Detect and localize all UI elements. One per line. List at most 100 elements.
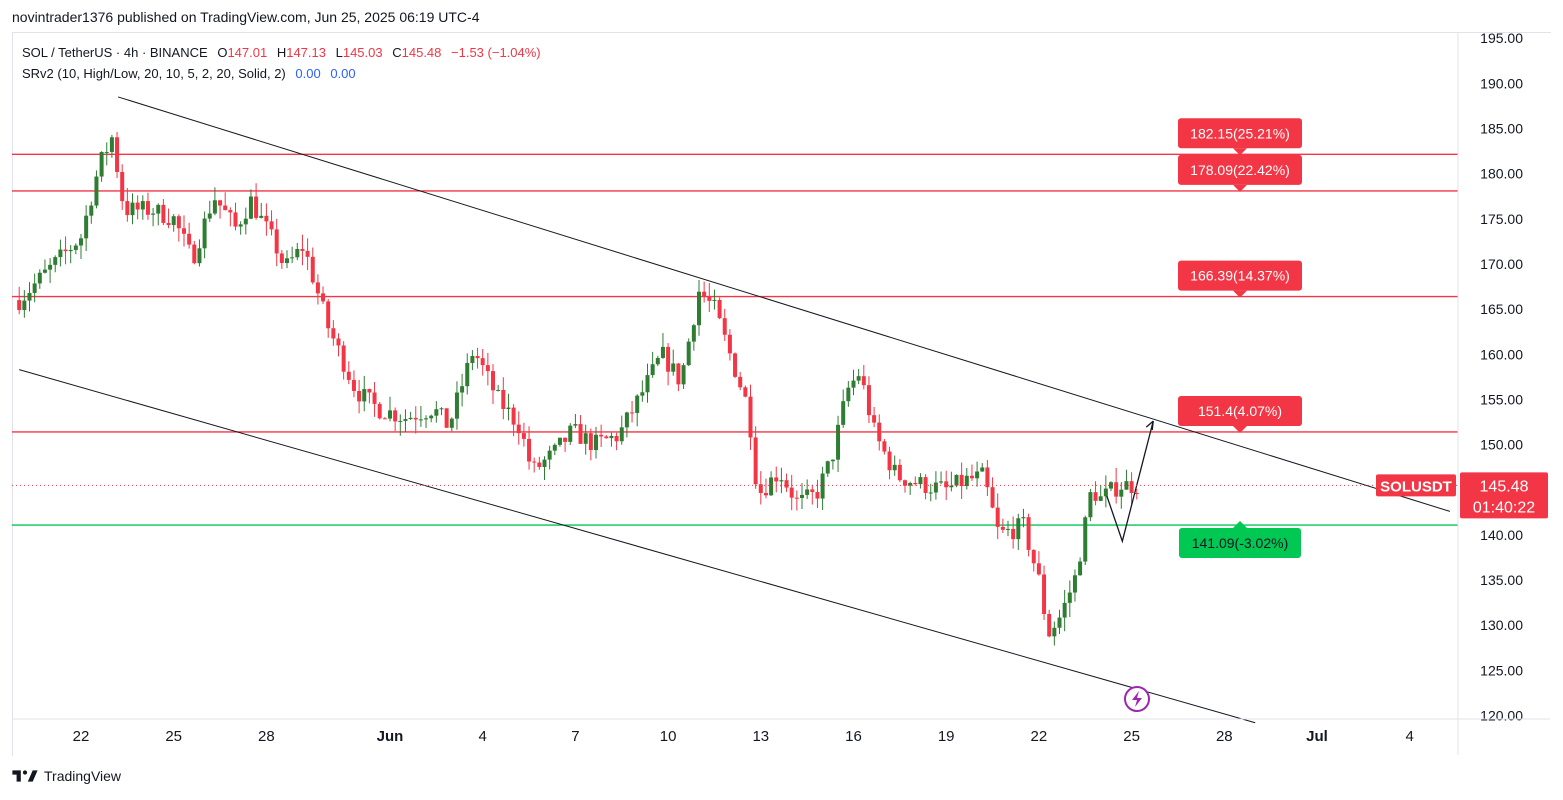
indicator-legend[interactable]: SRv2 (10, High/Low, 20, 10, 5, 2, 20, So… <box>22 66 356 81</box>
candle-body <box>619 427 624 442</box>
candle-body <box>53 257 58 265</box>
level-label-box <box>1178 260 1302 291</box>
candle-body <box>717 299 722 319</box>
time-axis: 22 25 28 Jun 4 7 10 13 16 19 22 25 28 Jul 4 <box>12 718 1550 745</box>
level-label-text: 178.09(22.42%) <box>1190 162 1290 178</box>
candle-body <box>671 363 676 372</box>
candle-body <box>68 249 73 252</box>
candle-body <box>1114 482 1119 497</box>
close-label: C <box>392 45 402 60</box>
time-tick-label: 19 <box>938 728 955 745</box>
candle-body <box>758 484 763 493</box>
candle-body <box>1078 561 1083 576</box>
time-tick-label: 25 <box>165 728 182 745</box>
time-tick-label: 7 <box>571 728 579 745</box>
candle-body <box>300 248 305 251</box>
brand-name: TradingView <box>44 768 122 784</box>
candle-body <box>820 473 825 499</box>
candle-body <box>259 215 264 218</box>
level-label-text: 151.4(4.07%) <box>1198 403 1282 419</box>
time-tick-label: 10 <box>660 728 677 745</box>
candle-body <box>413 417 418 420</box>
indicator-value-2: 0.00 <box>330 66 356 81</box>
price-axis-tag <box>1460 472 1548 519</box>
candle-body <box>810 489 815 493</box>
candle-body <box>104 151 109 153</box>
candle-body <box>645 375 650 393</box>
candle-body <box>274 229 279 254</box>
candle-body <box>326 301 331 329</box>
candle-body <box>269 221 274 230</box>
time-tick-label: 4 <box>1406 728 1414 745</box>
lightning-icon[interactable] <box>1124 686 1150 712</box>
candle-body <box>774 477 779 482</box>
candle-body <box>140 201 145 210</box>
candle-body <box>563 437 568 442</box>
candle-body <box>1072 575 1077 593</box>
candle-body <box>1047 613 1052 637</box>
candle-body <box>166 222 171 226</box>
candle-body <box>1026 517 1031 550</box>
candle-body <box>697 291 701 326</box>
open-value: 147.01 <box>227 45 268 60</box>
time-tick-label: Jun <box>377 728 404 745</box>
candle-body <box>233 212 238 227</box>
candle-body <box>784 480 789 488</box>
price-axis: 120.00125.00130.00135.00140.00145.00150.… <box>1457 30 1523 755</box>
candle-body <box>1129 481 1134 493</box>
price-tick-label: 170.00 <box>1480 256 1523 272</box>
candle-body <box>676 363 681 385</box>
candle-body <box>800 494 804 498</box>
candle-body <box>418 419 423 421</box>
change-value: −1.53 (−1.04%) <box>451 45 541 60</box>
candle-body <box>398 420 403 422</box>
last-price-text: 145.48 <box>1480 478 1529 495</box>
candle-body <box>218 200 223 206</box>
candle-body <box>635 395 640 413</box>
time-tick-label: 13 <box>752 728 769 745</box>
candle-body <box>573 424 578 426</box>
chart-frame[interactable] <box>12 32 1551 756</box>
price-tick-label: 140.00 <box>1480 527 1523 543</box>
level-label-pointer <box>1233 521 1247 529</box>
candle-body <box>939 481 944 483</box>
candle-body <box>913 483 918 485</box>
candle-body <box>1000 526 1005 530</box>
candle-body <box>1088 492 1093 518</box>
symbol-title[interactable]: SOL / TetherUS · 4h · BINANCE <box>22 45 208 60</box>
candle-body <box>506 407 511 410</box>
candle-body <box>192 244 197 264</box>
candle-body <box>594 434 598 451</box>
candle-body <box>207 213 212 219</box>
candle-body <box>1134 492 1139 494</box>
time-tick-label: 28 <box>258 728 275 745</box>
tradingview-footer[interactable]: TradingView <box>12 768 121 784</box>
candle-body <box>48 264 53 270</box>
candle-body <box>1103 488 1108 497</box>
candle-body <box>763 492 768 496</box>
candle-body <box>872 415 877 423</box>
candle-body <box>388 410 392 419</box>
candle-body <box>341 345 346 372</box>
price-tick-label: 175.00 <box>1480 211 1523 227</box>
time-tick-label: Jul <box>1306 728 1328 745</box>
candle-body <box>532 461 537 463</box>
level-label-pointer <box>1233 184 1247 192</box>
price-tick-label: 165.00 <box>1480 301 1523 317</box>
time-tick-label: 4 <box>479 728 487 745</box>
price-tick-label: 130.00 <box>1480 617 1523 633</box>
candle-body <box>491 371 495 391</box>
candle-body <box>109 137 114 152</box>
candle-body <box>248 196 253 219</box>
candle-body <box>707 296 712 301</box>
candle-body <box>995 507 1000 527</box>
candle-body <box>908 483 913 486</box>
level-label-box <box>1178 154 1302 185</box>
candle-body <box>1016 518 1021 540</box>
candle-body <box>171 216 176 226</box>
level-label-box <box>1178 395 1302 426</box>
candle-body <box>789 487 794 498</box>
candle-body <box>609 435 614 439</box>
candle-body <box>836 424 841 460</box>
